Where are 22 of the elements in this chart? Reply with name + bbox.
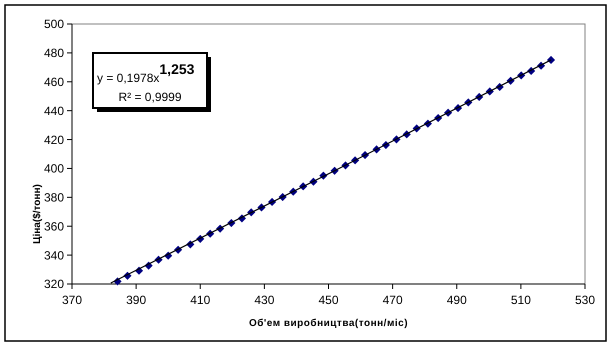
y-tick-label: 340 bbox=[44, 248, 64, 262]
annotation: R² = 0,9999 bbox=[118, 90, 182, 104]
y-tick-label: 500 bbox=[44, 17, 64, 32]
y-axis-title: Ціна($/тонн) bbox=[32, 184, 43, 244]
x-tick-label: 430 bbox=[254, 293, 275, 307]
x-tick-label: 470 bbox=[382, 293, 403, 307]
x-tick-label: 390 bbox=[126, 293, 146, 307]
y-tick-label: 320 bbox=[44, 277, 64, 292]
x-tick-label: 410 bbox=[190, 293, 211, 307]
x-tick-label: 530 bbox=[574, 293, 596, 307]
y-tick-label: 380 bbox=[44, 190, 64, 205]
x-tick-label: 450 bbox=[318, 293, 339, 307]
y-tick-label: 420 bbox=[44, 132, 64, 147]
y-tick-label: 400 bbox=[44, 162, 64, 176]
y-tick-label: 480 bbox=[44, 46, 64, 60]
x-tick-label: 490 bbox=[446, 293, 468, 307]
y-tick-label: 460 bbox=[44, 74, 64, 89]
y-tick-label: 360 bbox=[44, 219, 64, 234]
x-tick-label: 370 bbox=[62, 293, 82, 307]
x-axis-title: Об'ем виробництва(тонн/міс) bbox=[248, 318, 408, 329]
x-tick-label: 510 bbox=[510, 293, 532, 307]
y-tick-label: 440 bbox=[44, 104, 64, 118]
